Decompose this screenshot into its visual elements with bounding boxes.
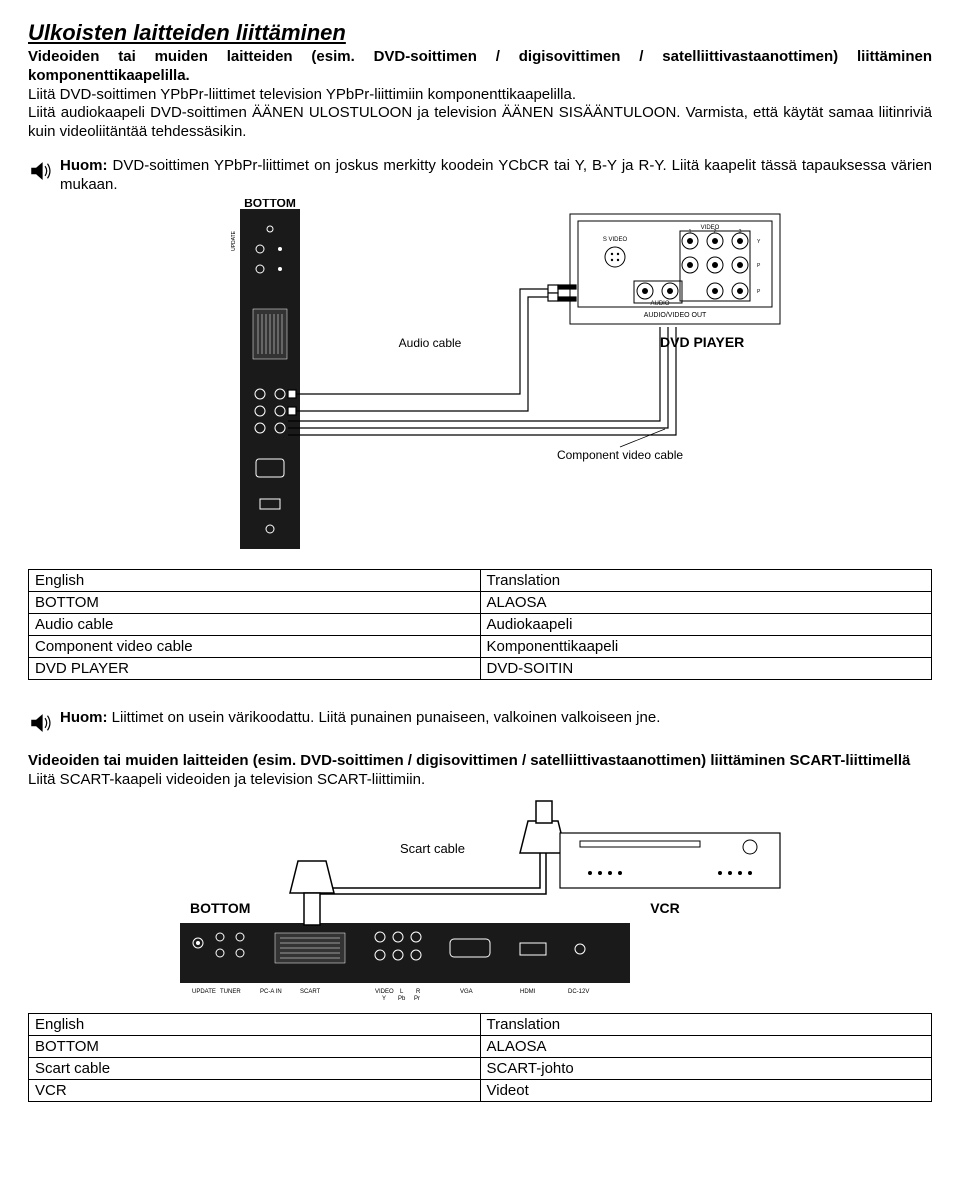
svg-text:Component video cable: Component video cable (557, 448, 683, 462)
table-cell: DVD PLAYER (29, 657, 481, 679)
svg-text:Y: Y (757, 239, 761, 245)
svg-text:DC-12V: DC-12V (568, 989, 589, 995)
table-cell: BOTTOM (29, 591, 481, 613)
translation-table-2: EnglishTranslationBOTTOMALAOSAScart cabl… (28, 1013, 932, 1102)
svg-text:VIDEO: VIDEO (375, 989, 394, 995)
svg-text:3: 3 (739, 229, 742, 235)
svg-text:TUNER: TUNER (220, 989, 241, 995)
svg-text:UPDATE: UPDATE (192, 989, 216, 995)
table-cell: English (29, 1014, 481, 1036)
page-title: Ulkoisten laitteiden liittäminen (28, 20, 932, 46)
table-cell: Translation (480, 569, 932, 591)
table-cell: English (29, 569, 481, 591)
table-row: EnglishTranslation (29, 1014, 932, 1036)
table-cell: Komponenttikaapeli (480, 635, 932, 657)
note-1-label: Huom: (60, 157, 108, 174)
table-cell: Component video cable (29, 635, 481, 657)
svg-text:AUDIO/VIDEO OUT: AUDIO/VIDEO OUT (644, 312, 707, 319)
svg-text:Pr: Pr (414, 996, 420, 1002)
svg-text:HDMI: HDMI (520, 989, 536, 995)
intro-block: Videoiden tai muiden laitteiden (esim. D… (28, 48, 932, 142)
table-row: VCRVideot (29, 1080, 932, 1102)
svg-text:S VIDEO: S VIDEO (603, 237, 628, 243)
svg-text:1: 1 (689, 229, 692, 235)
svg-text:AUDIO: AUDIO (650, 301, 669, 307)
svg-text:BOTTOM: BOTTOM (190, 900, 250, 916)
svg-text:L: L (400, 989, 404, 995)
table-cell: VCR (29, 1080, 481, 1102)
speaker-icon (28, 158, 54, 184)
table-cell: DVD-SOITIN (480, 657, 932, 679)
table-cell: Videot (480, 1080, 932, 1102)
note-2-body: Liittimet on usein värikoodattu. Liitä p… (108, 709, 661, 726)
table-row: BOTTOMALAOSA (29, 1036, 932, 1058)
translation-table-1: EnglishTranslationBOTTOMALAOSAAudio cabl… (28, 569, 932, 680)
table-cell: SCART-johto (480, 1058, 932, 1080)
table-row: BOTTOMALAOSA (29, 591, 932, 613)
section2-body: Liitä SCART-kaapeli videoiden ja televis… (28, 771, 425, 788)
svg-text:Pb: Pb (398, 996, 406, 1002)
svg-text:BOTTOM: BOTTOM (244, 199, 296, 210)
svg-text:UPDATE: UPDATE (231, 230, 237, 251)
svg-text:P: P (757, 263, 761, 269)
diagram-component: BOTTOM UPDATE VIDEO (120, 199, 840, 559)
intro-p2: Liitä DVD-soittimen YPbPr-liittimet tele… (28, 86, 576, 103)
svg-text:Audio cable: Audio cable (399, 336, 462, 350)
svg-text:R: R (416, 989, 421, 995)
svg-text:VIDEO: VIDEO (701, 225, 720, 231)
svg-text:Scart cable: Scart cable (400, 841, 465, 856)
diagram-scart: BOTTOM UPDATE TUNER PC-A IN SCART VIDEO … (120, 793, 840, 1003)
note-2-label: Huom: (60, 709, 108, 726)
table-row: Scart cableSCART-johto (29, 1058, 932, 1080)
table-row: Audio cableAudiokaapeli (29, 613, 932, 635)
svg-text:SCART: SCART (300, 989, 321, 995)
note-1-text: Huom: DVD-soittimen YPbPr-liittimet on j… (60, 156, 932, 195)
table-cell: BOTTOM (29, 1036, 481, 1058)
note-1: Huom: DVD-soittimen YPbPr-liittimet on j… (28, 156, 932, 195)
speaker-icon (28, 710, 54, 736)
table-cell: ALAOSA (480, 1036, 932, 1058)
section2-heading: Videoiden tai muiden laitteiden (esim. D… (28, 752, 910, 769)
table-cell: Audio cable (29, 613, 481, 635)
intro-p3: Liitä audiokaapeli DVD-soittimen ÄÄNEN U… (28, 104, 932, 140)
note-2-text: Huom: Liittimet on usein värikoodattu. L… (60, 708, 660, 728)
table-cell: Audiokaapeli (480, 613, 932, 635)
svg-text:VCR: VCR (650, 900, 680, 916)
note-1-body: DVD-soittimen YPbPr-liittimet on joskus … (60, 157, 932, 194)
svg-text:PC-A IN: PC-A IN (260, 989, 282, 995)
table-row: EnglishTranslation (29, 569, 932, 591)
table-row: DVD PLAYERDVD-SOITIN (29, 657, 932, 679)
svg-text:P: P (757, 289, 761, 295)
note-2: Huom: Liittimet on usein värikoodattu. L… (28, 708, 932, 736)
table-cell: ALAOSA (480, 591, 932, 613)
svg-text:2: 2 (714, 229, 717, 235)
table-cell: Translation (480, 1014, 932, 1036)
table-cell: Scart cable (29, 1058, 481, 1080)
table-row: Component video cableKomponenttikaapeli (29, 635, 932, 657)
intro-bold: Videoiden tai muiden laitteiden (esim. D… (28, 48, 932, 84)
svg-text:Y: Y (382, 996, 386, 1002)
section2-block: Videoiden tai muiden laitteiden (esim. D… (28, 752, 932, 790)
svg-text:DVD PIAYER: DVD PIAYER (660, 334, 744, 350)
svg-text:VGA: VGA (460, 989, 473, 995)
